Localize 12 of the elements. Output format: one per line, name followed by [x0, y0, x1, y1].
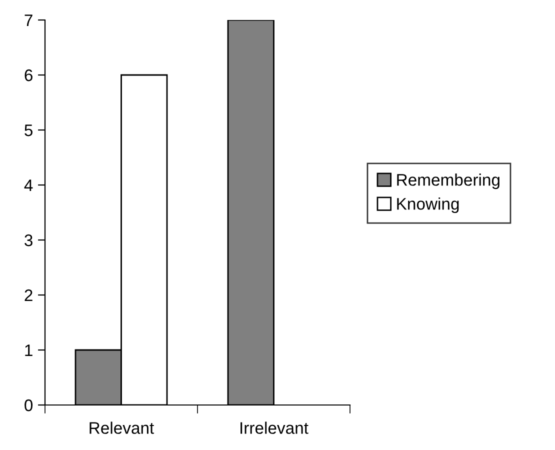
x-tick-label: Irrelevant	[240, 422, 308, 434]
y-tick-label: 7	[24, 14, 32, 26]
legend-label: Knowing	[397, 198, 459, 214]
x-tick-label: Relevant	[90, 422, 154, 434]
y-tick-label: 0	[24, 399, 33, 412]
y-tick-label: 3	[24, 234, 32, 246]
y-tick-label: 2	[24, 289, 32, 302]
y-tick-label: 5	[24, 124, 32, 136]
y-tick-label: 1	[25, 344, 32, 356]
y-tick-label: 6	[24, 69, 32, 82]
legend-label: Remembering	[397, 174, 500, 190]
y-tick-label: 4	[24, 180, 33, 192]
